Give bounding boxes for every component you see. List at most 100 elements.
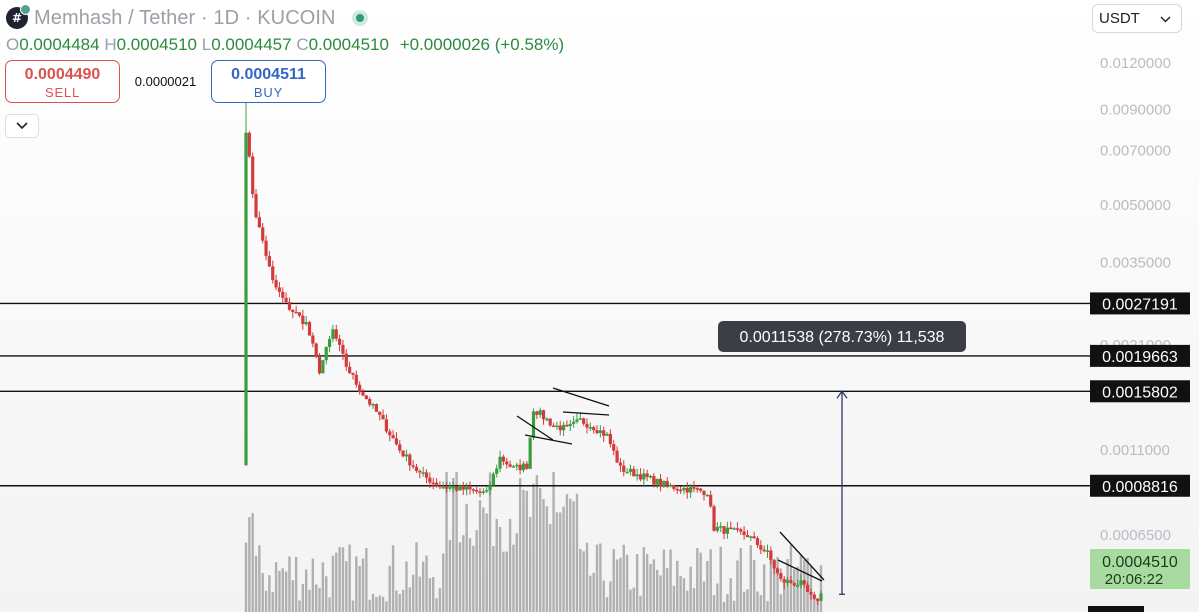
candle-body xyxy=(495,468,499,474)
volume-bar xyxy=(455,472,458,612)
logo-text: # xyxy=(11,11,23,25)
volume-bar xyxy=(348,544,351,612)
candle-body xyxy=(745,535,750,538)
candle-body xyxy=(652,475,656,485)
last-price-value: 0.0004510 xyxy=(1102,554,1178,571)
candle-body xyxy=(699,488,703,491)
candle-body xyxy=(348,366,352,373)
volume-bar xyxy=(783,582,786,612)
level-price-label-bg xyxy=(1090,344,1190,367)
candle-body xyxy=(257,217,261,228)
volume-bar xyxy=(569,498,572,612)
market-status-icon[interactable] xyxy=(351,10,368,26)
candle-body xyxy=(648,475,653,478)
candle-body xyxy=(578,418,582,420)
memhash-logo: # xyxy=(6,4,31,29)
volume-bar xyxy=(301,584,305,612)
volume-bar xyxy=(482,507,485,612)
volume-bar xyxy=(595,544,599,612)
volume-bar xyxy=(599,543,602,612)
candle-body xyxy=(806,584,810,593)
candle-body xyxy=(381,414,385,420)
volume-bar xyxy=(465,503,468,612)
trendline xyxy=(516,415,554,441)
volume-bar xyxy=(478,500,482,612)
spread-value: 0.0000021 xyxy=(134,74,197,89)
candle-body xyxy=(521,463,526,471)
volume-bar xyxy=(335,552,338,612)
candle-body xyxy=(287,302,292,310)
volume-bar xyxy=(712,595,716,612)
countdown-timer: 20:06:22 xyxy=(1105,571,1163,588)
volume-bar xyxy=(492,545,495,612)
candle-body xyxy=(324,346,328,361)
volume-bar xyxy=(772,566,776,612)
candle-body xyxy=(301,315,305,325)
volume-bar xyxy=(495,518,498,612)
high-label: H xyxy=(104,35,117,54)
trendline xyxy=(562,411,610,416)
volume-bar xyxy=(652,559,656,612)
symbol-title[interactable]: Memhash / Tether · 1D · KUCOIN xyxy=(34,6,336,29)
volume-bar xyxy=(458,542,462,612)
volume-bar xyxy=(365,548,368,612)
volume-bar xyxy=(629,589,632,612)
volume-bar xyxy=(522,489,525,612)
volume-bar xyxy=(538,487,542,612)
chevron-down-icon xyxy=(16,122,28,130)
volume-bar xyxy=(666,568,669,612)
candle-body xyxy=(281,291,285,298)
horizontal-levels: 0.0027191 0.0019663 0.0015802 0.0008816 xyxy=(0,292,1190,497)
volume-bar xyxy=(432,577,435,612)
volume-bar xyxy=(378,595,381,612)
candle-body xyxy=(732,528,736,530)
candle-body xyxy=(531,411,536,438)
buy-price: 0.0004511 xyxy=(231,66,306,83)
volume-bar xyxy=(562,506,565,612)
candle-body xyxy=(304,322,308,325)
candle-body xyxy=(672,485,676,489)
candle-body xyxy=(769,550,773,560)
candle-body xyxy=(692,487,696,489)
candle-body xyxy=(719,526,723,528)
candle-body xyxy=(662,480,666,486)
candle-body xyxy=(455,486,459,491)
collapse-button[interactable] xyxy=(5,114,39,138)
candle-body xyxy=(678,489,683,492)
volume-bar xyxy=(535,475,539,612)
volume-bar xyxy=(472,545,475,612)
sell-button[interactable]: 0.0004490 SELL xyxy=(5,60,120,103)
close-value: 0.0004510 xyxy=(308,35,389,54)
volume-bar xyxy=(766,601,769,612)
candle-body xyxy=(628,468,633,472)
currency-select[interactable]: USDT xyxy=(1092,4,1182,33)
level-price-label-bg xyxy=(1090,474,1190,497)
close-label: C xyxy=(296,35,309,54)
volume-bar xyxy=(512,544,515,612)
volume-bar xyxy=(689,566,692,612)
level-price-label-bg xyxy=(1090,380,1190,403)
candle-body xyxy=(572,421,576,424)
volume-bar xyxy=(709,549,712,612)
volume-bar xyxy=(582,551,585,612)
volume-bar xyxy=(615,559,619,612)
volume-bar xyxy=(294,556,298,612)
candle-body xyxy=(605,433,609,436)
candle-body xyxy=(565,424,569,427)
candle-body xyxy=(511,466,516,468)
candle-body xyxy=(705,494,709,497)
volume-bar xyxy=(769,553,773,612)
candle-body xyxy=(284,297,288,303)
candle-body xyxy=(274,280,278,288)
volume-bar xyxy=(428,578,432,612)
volume-bar xyxy=(401,589,405,612)
candle-body xyxy=(558,425,562,431)
volume-bar xyxy=(331,555,335,612)
measure-tool: 0.0011538 (278.73%) 11,538 xyxy=(718,321,966,595)
candle-body xyxy=(689,487,693,493)
candle-body xyxy=(779,573,783,579)
buy-button[interactable]: 0.0004511 BUY xyxy=(211,60,326,103)
volume-bar xyxy=(752,560,756,612)
